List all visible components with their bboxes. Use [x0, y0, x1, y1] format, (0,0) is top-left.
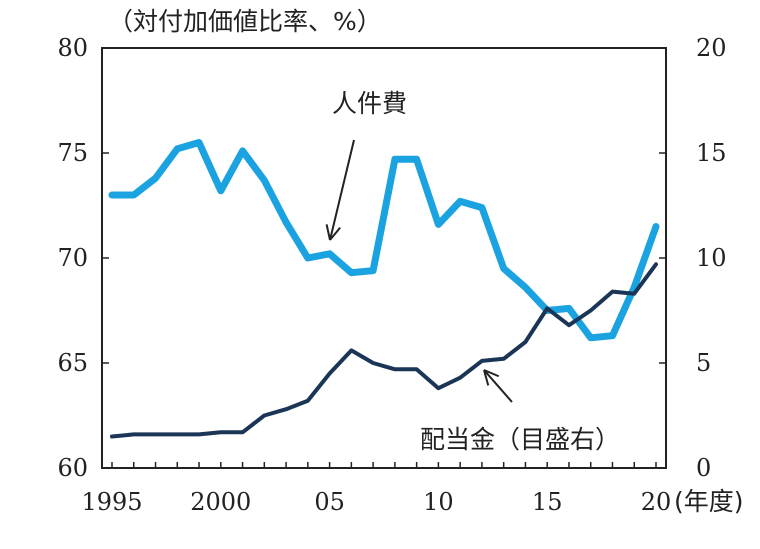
right-tick-label: 10 — [696, 244, 727, 272]
arrow-personnel-cost-head — [329, 226, 341, 241]
left-tick-label: 60 — [57, 454, 88, 482]
left-tick-label: 70 — [57, 244, 88, 272]
right-tick-label: 20 — [696, 34, 727, 62]
arrow-dividends — [483, 369, 513, 403]
left-tick-label: 65 — [57, 349, 88, 377]
left-axis-label: （対付加価値比率、%） — [108, 7, 382, 36]
arrow-personnel-cost — [329, 139, 355, 241]
right-tick-label: 15 — [696, 139, 727, 167]
x-tick-label: 2000 — [190, 488, 251, 516]
series-line-personnel-cost — [108, 139, 660, 342]
left-tick-label: 80 — [57, 34, 88, 62]
series-label-dividends: 配当金（目盛右） — [420, 425, 620, 454]
arrow-dividends-head — [483, 369, 500, 378]
arrow-personnel-cost-head — [325, 224, 331, 241]
x-unit-label: (年度) — [674, 487, 744, 516]
x-tick-label: 15 — [532, 488, 563, 516]
series-label-personnel-cost: 人件費 — [332, 89, 407, 118]
x-tick-label: 10 — [423, 488, 454, 516]
right-tick-label: 0 — [696, 454, 711, 482]
right-tick-label: 5 — [696, 349, 711, 377]
left-tick-label: 75 — [57, 139, 88, 167]
x-tick-label: 1995 — [81, 488, 142, 516]
arrow-dividends-head — [483, 369, 490, 386]
series-layer — [108, 139, 660, 439]
x-tick-label: 05 — [314, 488, 345, 516]
series-line-dividends — [110, 262, 658, 439]
annotation-arrows — [325, 139, 513, 403]
x-tick-label: 20 — [641, 488, 672, 516]
